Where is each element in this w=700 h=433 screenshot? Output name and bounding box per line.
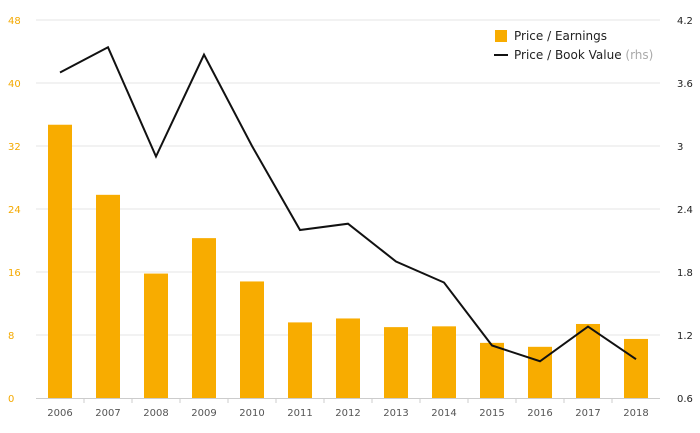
- right-y-axis: 0.6 1.2 1.8 2.4 3 3.6 4.2: [677, 16, 693, 405]
- bar-price-earnings: [576, 323, 600, 398]
- x-tick-label: 2014: [431, 408, 456, 419]
- price-earnings-bars: [48, 124, 648, 399]
- legend-label-rhs: (rhs): [625, 48, 653, 62]
- x-tick-label: 2007: [95, 408, 120, 419]
- bar-price-earnings: [480, 342, 504, 398]
- bar-price-earnings: [192, 238, 216, 398]
- gridlines: [36, 19, 660, 336]
- bar-price-earnings: [48, 124, 72, 399]
- left-tick-label: 8: [8, 331, 14, 342]
- price-book-line: [59, 45, 637, 363]
- legend-label-price-book-name: Price / Book Value: [514, 48, 622, 62]
- bar-price-earnings: [336, 318, 360, 398]
- bar-price-earnings: [624, 338, 648, 398]
- legend-label-price-earnings: Price / Earnings: [514, 29, 607, 43]
- left-tick-label: 48: [8, 16, 21, 27]
- right-tick-label: 0.6: [677, 394, 693, 405]
- x-tick-label: 2006: [47, 408, 72, 419]
- bar-price-earnings: [240, 281, 264, 398]
- x-tick-label: 2008: [143, 408, 168, 419]
- x-tick-label: 2010: [239, 408, 264, 419]
- x-tick-label: 2009: [191, 408, 216, 419]
- left-tick-label: 16: [8, 268, 21, 279]
- bar-price-earnings: [432, 326, 456, 398]
- x-tick-label: 2011: [287, 408, 312, 419]
- right-tick-label: 2.4: [677, 205, 693, 216]
- left-tick-label: 40: [8, 79, 21, 90]
- x-tick-label: 2016: [527, 408, 552, 419]
- right-tick-label: 1.2: [677, 331, 693, 342]
- legend: Price / Earnings Price / Book Value (rhs…: [494, 29, 653, 62]
- x-tick-label: 2017: [575, 408, 600, 419]
- x-tick-label: 2015: [479, 408, 504, 419]
- line-price-book: [59, 45, 637, 363]
- x-tick-label: 2013: [383, 408, 408, 419]
- left-tick-label: 24: [8, 205, 21, 216]
- x-tick-label: 2012: [335, 408, 360, 419]
- right-tick-label: 3: [677, 142, 683, 153]
- bar-price-earnings: [144, 273, 168, 398]
- right-tick-label: 4.2: [677, 16, 693, 27]
- legend-swatch-price-earnings: [495, 30, 507, 42]
- bar-price-earnings: [384, 327, 408, 398]
- left-tick-label: 32: [8, 142, 21, 153]
- x-axis: 2006 2007 2008 2009 2010 2011 2012 2013 2014 2015…: [36, 398, 660, 419]
- x-tick-label: 2018: [623, 408, 648, 419]
- left-tick-label: 0: [8, 394, 14, 405]
- legend-label-price-book: Price / Book Value (rhs): [514, 48, 653, 62]
- bar-price-earnings: [96, 194, 120, 398]
- left-y-axis: 0 8 16 24 32 40 48: [8, 16, 21, 405]
- right-tick-label: 1.8: [677, 268, 693, 279]
- right-tick-label: 3.6: [677, 79, 693, 90]
- bar-price-earnings: [288, 322, 312, 398]
